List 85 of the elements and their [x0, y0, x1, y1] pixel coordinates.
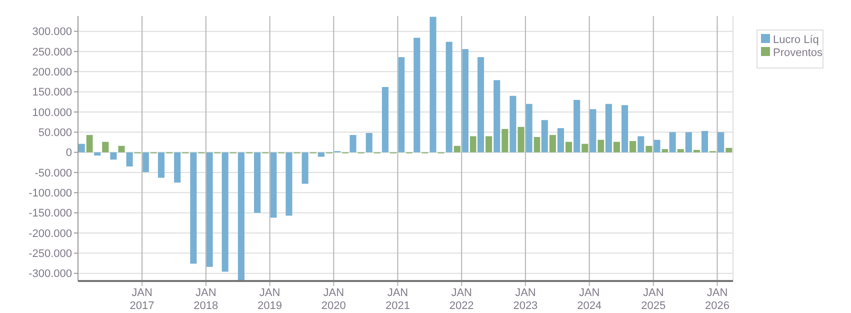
bar — [646, 146, 652, 152]
bar — [302, 152, 308, 184]
x-tick-label: JAN 2025 — [641, 287, 666, 312]
y-tick-label: 50.000 — [38, 127, 72, 140]
y-tick-label: -150.000 — [28, 208, 72, 220]
bar — [541, 120, 548, 152]
bar — [677, 149, 684, 152]
bar — [110, 152, 117, 160]
bar — [549, 134, 556, 152]
bar — [486, 136, 492, 152]
bar — [557, 128, 564, 152]
x-tick-label: JAN 2019 — [258, 287, 282, 312]
x-tick-label: JAN 2021 — [385, 287, 410, 312]
bar — [366, 132, 372, 152]
y-tick-label: -300.000 — [28, 268, 72, 280]
bar — [726, 148, 732, 152]
bar — [477, 57, 484, 152]
bar — [605, 104, 612, 152]
bar — [590, 109, 596, 152]
x-tick-label: JAN 2018 — [194, 287, 218, 312]
bar — [662, 149, 668, 152]
bar — [254, 152, 261, 213]
bar — [206, 152, 213, 267]
y-tick-label: -50.000 — [34, 167, 72, 180]
y-tick-label: -200.000 — [28, 228, 72, 240]
bar — [613, 142, 620, 152]
bar — [534, 137, 540, 152]
bar — [222, 152, 228, 272]
y-tick-label: 200.000 — [32, 66, 72, 79]
bar — [462, 49, 468, 152]
legend-label: Proventos — [773, 46, 824, 59]
bar — [446, 42, 452, 152]
bar — [158, 152, 164, 178]
bar — [693, 150, 700, 152]
bar — [630, 141, 636, 152]
bar — [398, 57, 405, 152]
bar — [118, 146, 125, 152]
bar — [518, 126, 524, 152]
x-tick-label: JAN 2026 — [705, 287, 730, 312]
bar — [454, 146, 460, 152]
bar — [286, 152, 292, 216]
bar — [470, 136, 476, 152]
bar — [102, 142, 109, 152]
bar — [598, 140, 604, 152]
x-tick-label: JAN 2023 — [513, 287, 538, 312]
bar — [382, 86, 388, 152]
y-tick-label: 100.000 — [32, 106, 72, 119]
bar — [78, 144, 85, 152]
bar — [582, 144, 588, 152]
bar — [701, 130, 708, 152]
bar — [238, 152, 244, 280]
bar — [574, 100, 580, 152]
bar — [718, 132, 724, 152]
y-tick-label: -100.000 — [28, 188, 72, 200]
bar — [318, 152, 324, 157]
y-tick-label: 300.000 — [32, 26, 72, 38]
bar — [526, 104, 532, 152]
x-tick-label: JAN 2017 — [130, 287, 154, 312]
bar — [190, 152, 197, 264]
bar — [566, 142, 572, 152]
bar — [494, 80, 500, 152]
bar — [94, 152, 101, 156]
bar — [654, 140, 660, 152]
bar — [86, 134, 93, 152]
bar — [270, 152, 277, 218]
y-tick-label: 150.000 — [32, 86, 72, 99]
y-tick-label: 0 — [66, 147, 72, 160]
bar — [142, 152, 149, 172]
bar — [685, 132, 692, 152]
bar — [430, 16, 436, 152]
bar — [350, 134, 356, 152]
y-tick-label: 250.000 — [32, 46, 72, 58]
bar — [414, 38, 420, 152]
bar — [502, 128, 508, 152]
bar — [638, 136, 644, 152]
bar — [622, 105, 628, 152]
x-tick-label: JAN 2024 — [577, 287, 602, 312]
legend-label: Lucro Líq — [773, 34, 819, 46]
x-tick-label: JAN 2020 — [321, 287, 346, 312]
bar — [126, 152, 133, 166]
x-tick-label: JAN 2022 — [449, 287, 474, 312]
y-tick-label: -250.000 — [28, 248, 72, 260]
bar — [174, 152, 181, 183]
bar — [669, 132, 676, 152]
bar — [510, 96, 516, 152]
